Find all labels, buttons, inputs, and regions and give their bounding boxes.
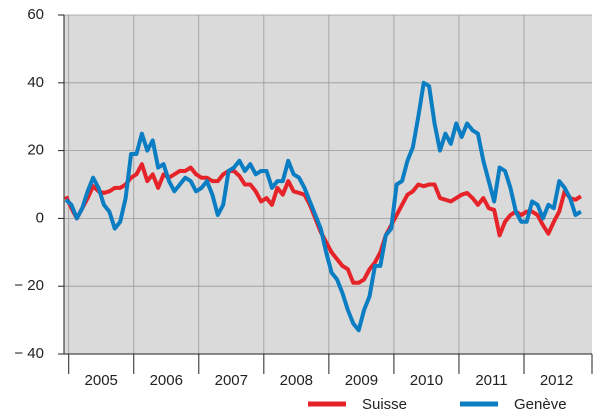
y-tick-label: − 40	[14, 345, 44, 362]
y-tick-label: 20	[27, 142, 44, 159]
x-tick-label: 2011	[475, 372, 507, 389]
x-tick-label: 2006	[150, 372, 183, 389]
x-tick-label: 2010	[410, 372, 443, 389]
series-line	[64, 80, 582, 333]
x-tick-label: 2005	[85, 372, 118, 389]
y-tick-label: 40	[27, 74, 44, 91]
y-tick-label: − 20	[14, 277, 44, 294]
y-tick-label: 60	[27, 6, 44, 23]
plot-area	[64, 15, 592, 354]
x-tick-label: 2007	[215, 372, 248, 389]
y-tick-label: 0	[36, 209, 44, 226]
x-tick-label: 2009	[345, 372, 378, 389]
x-tick-label: 2012	[540, 372, 573, 389]
legend-label: Genève	[514, 396, 567, 413]
x-tick-label: 2008	[280, 372, 313, 389]
legend-label: Suisse	[362, 396, 407, 413]
